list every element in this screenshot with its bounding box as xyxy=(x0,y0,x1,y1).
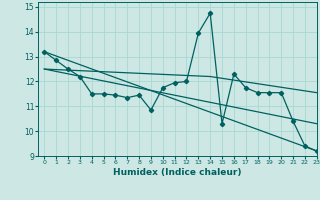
X-axis label: Humidex (Indice chaleur): Humidex (Indice chaleur) xyxy=(113,168,242,177)
